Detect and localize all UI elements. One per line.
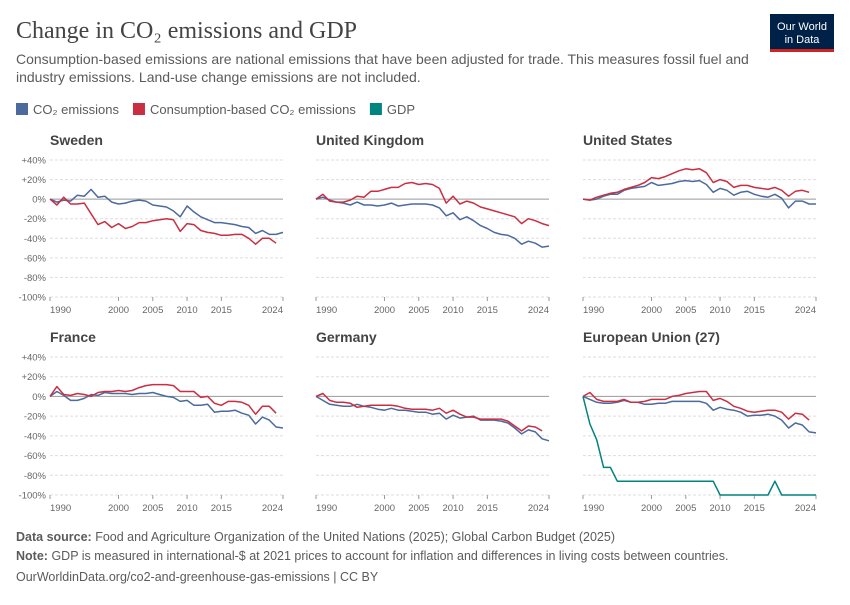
series-line: GDP [582, 396, 816, 496]
series-line: Consumption-based CO₂ emissions [49, 196, 277, 245]
legend: CO₂ emissions Consumption-based CO₂ emiss… [16, 102, 415, 117]
y-tick-label: -20% [24, 214, 47, 225]
x-tick-label: 2015 [477, 503, 498, 514]
footer-source: Data source: Food and Agriculture Organi… [16, 530, 615, 544]
panel-title: United States [583, 132, 673, 148]
series-line: Consumption-based CO₂ emissions [315, 392, 543, 432]
footer-url: OurWorldinData.org/co2-and-greenhouse-ga… [16, 570, 379, 584]
y-tick-label: +20% [21, 175, 46, 186]
subtitle: Consumption-based emissions are national… [16, 51, 749, 85]
x-tick-label: 2024 [528, 503, 549, 514]
x-tick-label: 2005 [142, 503, 163, 514]
series-line: Consumption-based CO₂ emissions [49, 383, 277, 415]
legend-label: Consumption-based CO₂ emissions [150, 102, 356, 117]
x-tick-label: 2000 [108, 503, 129, 514]
y-tick-label: +40% [21, 353, 46, 364]
y-tick-label: -80% [24, 273, 47, 284]
legend-swatch [132, 103, 145, 115]
y-tick-label: -80% [24, 471, 47, 482]
x-tick-label: 2010 [709, 305, 730, 316]
panel-title: Sweden [50, 132, 103, 148]
x-tick-label: 2000 [374, 503, 395, 514]
x-tick-label: 2015 [744, 305, 765, 316]
y-tick-label: -60% [24, 253, 47, 264]
logo-text: Our World [777, 21, 827, 33]
x-tick-label: 2000 [108, 305, 129, 316]
x-tick-label: 2024 [262, 503, 283, 514]
series-line: CO₂ emissions [315, 196, 550, 248]
footer-note: Note: GDP is measured in international-$… [16, 549, 728, 563]
series-line: Consumption-based CO₂ emissions [582, 390, 810, 421]
series-line: CO₂ emissions [315, 395, 550, 442]
legend-swatch [16, 103, 28, 115]
panel-title: United Kingdom [316, 132, 424, 148]
title: Change in CO₂ emissions and GDP [16, 18, 357, 44]
logo-text: in Data [785, 34, 821, 46]
x-tick-label: 2015 [477, 305, 498, 316]
x-tick-label: 2024 [262, 305, 283, 316]
x-tick-label: 1990 [50, 305, 71, 316]
y-tick-label: 0% [32, 392, 46, 403]
panel-title: France [50, 329, 96, 345]
x-tick-label: 1990 [316, 305, 337, 316]
series-line: Consumption-based CO₂ emissions [582, 168, 810, 201]
series-line: CO₂ emissions [49, 188, 284, 236]
x-tick-label: 1990 [583, 503, 604, 514]
x-tick-label: 2024 [795, 305, 816, 316]
legend-swatch [369, 103, 382, 115]
y-tick-label: -100% [19, 491, 47, 502]
y-tick-label: +40% [21, 156, 46, 167]
x-tick-label: 2000 [641, 305, 662, 316]
source-label: Data source: [16, 530, 92, 544]
y-tick-label: -20% [24, 412, 47, 423]
legend-label: CO₂ emissions [33, 102, 119, 117]
x-tick-label: 1990 [583, 305, 604, 316]
x-tick-label: 2015 [744, 503, 765, 514]
y-tick-label: +20% [21, 372, 46, 383]
x-tick-label: 2005 [675, 305, 696, 316]
y-tick-label: -100% [19, 293, 47, 304]
logo-box [770, 14, 834, 52]
panel-title: European Union (27) [583, 329, 720, 345]
x-tick-label: 1990 [316, 503, 337, 514]
x-tick-label: 2000 [641, 503, 662, 514]
y-tick-label: -40% [24, 431, 47, 442]
x-tick-label: 2005 [408, 503, 429, 514]
x-tick-label: 2005 [675, 503, 696, 514]
series-line: CO₂ emissions [582, 179, 816, 209]
note-label: Note: [16, 549, 48, 563]
legend-label: GDP [387, 102, 415, 117]
series-line: CO₂ emissions [582, 395, 817, 434]
note-text: GDP is measured in international-$ at 20… [51, 549, 728, 563]
x-tick-label: 2010 [176, 305, 197, 316]
x-tick-label: 2024 [795, 503, 816, 514]
panel-title: Germany [316, 329, 377, 345]
x-tick-label: 2005 [408, 305, 429, 316]
x-tick-label: 2010 [442, 305, 463, 316]
series-line: Consumption-based CO₂ emissions [315, 181, 550, 227]
y-tick-label: -60% [24, 451, 47, 462]
x-tick-label: 2005 [142, 305, 163, 316]
x-tick-label: 2010 [176, 503, 197, 514]
y-tick-label: 0% [32, 195, 46, 206]
logo-bar [770, 49, 834, 52]
x-tick-label: 2015 [211, 503, 232, 514]
y-tick-label: -40% [24, 234, 47, 245]
source-text: Food and Agriculture Organization of the… [95, 530, 615, 544]
x-tick-label: 1990 [50, 503, 71, 514]
subtitle-box: Consumption-based emissions are national… [16, 51, 749, 85]
x-tick-label: 2010 [442, 503, 463, 514]
x-tick-label: 2015 [211, 305, 232, 316]
x-tick-label: 2024 [528, 305, 549, 316]
x-tick-label: 2010 [709, 503, 730, 514]
x-tick-label: 2000 [374, 305, 395, 316]
